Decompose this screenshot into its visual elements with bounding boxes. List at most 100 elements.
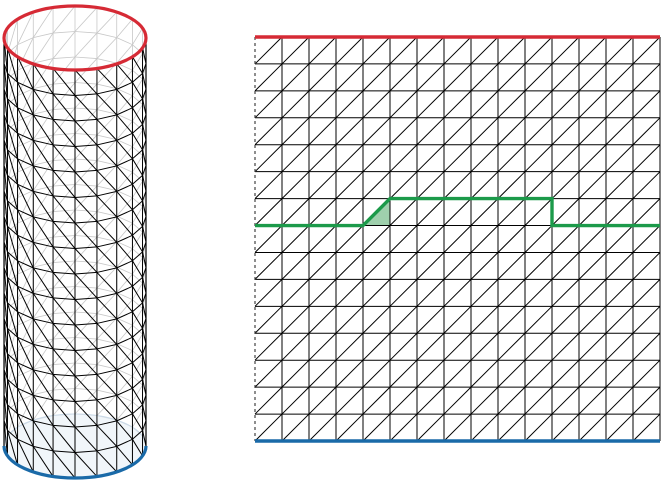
cylinder-hidden-edge (74, 133, 97, 136)
flat-diagonal (524, 279, 553, 307)
flat-diagonal (443, 225, 472, 253)
flat-diagonal (335, 359, 364, 388)
cylinder-edge (96, 343, 117, 350)
flat-diagonal (335, 198, 364, 226)
cylinder-hidden-edge (116, 164, 133, 173)
flat-diagonal (443, 386, 472, 415)
flat-diagonal (389, 332, 418, 361)
cylinder-edge (53, 424, 76, 428)
cylinder-edge (33, 190, 54, 197)
flat-diagonal (281, 305, 310, 334)
flat-diagonal (443, 117, 472, 146)
flat-diagonal (605, 413, 634, 442)
flat-diagonal (497, 332, 526, 361)
flat-diagonal (605, 198, 634, 226)
cylinder-edge (132, 98, 143, 109)
flat-diagonal (578, 198, 607, 226)
flat-diagonal (605, 171, 634, 199)
cylinder-edge (74, 348, 97, 351)
cylinder-edge (32, 318, 54, 350)
cylinder-edge (17, 387, 34, 396)
cylinder-edge (116, 165, 133, 185)
cylinder-edge (17, 107, 34, 116)
cylinder-edge (53, 169, 76, 173)
cylinder-hidden-edge (116, 248, 133, 268)
cylinder-edge (7, 328, 18, 338)
cylinder-hidden-edge (132, 197, 143, 207)
cylinder-hidden-edge (132, 333, 143, 351)
cylinder-edge (132, 158, 143, 176)
flat-diagonal (254, 225, 283, 253)
cylinder-hidden-edge (17, 215, 34, 249)
flat-diagonal (443, 90, 472, 119)
cylinder-edge (52, 195, 76, 224)
cylinder-edge (32, 89, 54, 120)
cylinder-hidden-edge (132, 308, 143, 326)
cylinder-edge (52, 246, 76, 275)
cylinder-edge (52, 93, 76, 122)
cylinder-hidden-edge (116, 394, 133, 403)
cylinder-hidden-edge (116, 120, 133, 140)
cylinder-edge (74, 399, 97, 402)
flat-diagonal (362, 225, 391, 253)
cylinder-edge (7, 98, 18, 109)
flat-diagonal (524, 144, 553, 173)
flat-diagonal (632, 413, 661, 442)
flat-diagonal (389, 63, 418, 92)
cylinder-edge (53, 195, 76, 198)
cylinder-edge (33, 114, 54, 120)
cylinder-hidden-edge (116, 266, 133, 275)
cylinder-edge (17, 413, 34, 422)
flat-diagonal (443, 144, 472, 173)
cylinder-hidden-edge (74, 262, 98, 287)
flat-diagonal (470, 413, 499, 442)
cylinder-hidden-edge (17, 190, 34, 224)
cylinder-hidden-edge (33, 313, 54, 319)
cylinder-hidden-edge (53, 158, 76, 161)
flat-diagonal (416, 413, 445, 442)
cylinder-hidden-edge (74, 31, 97, 34)
flat-diagonal (605, 279, 634, 307)
flat-diagonal (551, 144, 580, 173)
cylinder-hidden-edge (17, 241, 34, 250)
cylinder-hidden-edge (116, 222, 133, 242)
cylinder-hidden-edge (74, 338, 98, 364)
flat-diagonal (308, 413, 337, 442)
cylinder-hidden-edge (74, 364, 98, 389)
cylinder-hidden-edge (96, 394, 118, 416)
cylinder-edge (132, 260, 143, 278)
cylinder-hidden-edge (17, 266, 34, 300)
cylinder-hidden-edge (116, 241, 133, 250)
cylinder-hidden-edge (132, 299, 143, 309)
cylinder-hidden-edge (132, 171, 143, 182)
flat-diagonal (605, 90, 634, 119)
cylinder-edge (6, 430, 19, 465)
cylinder-hidden-edge (17, 190, 34, 199)
cylinder-hidden-edge (52, 133, 76, 161)
cylinder-edge (17, 311, 34, 345)
cylinder-edge (132, 124, 143, 134)
cylinder-hidden-edge (132, 324, 143, 335)
cylinder-edge (33, 445, 54, 452)
cylinder-hidden-edge (52, 184, 76, 212)
cylinder-edge (17, 184, 34, 218)
flat-diagonal (362, 117, 391, 146)
flat-diagonal (497, 90, 526, 119)
cylinder-edge (74, 248, 98, 273)
flat-diagonal (362, 305, 391, 334)
cylinder-edge (116, 81, 133, 90)
cylinder-edge (74, 118, 97, 122)
flat-diagonal (254, 305, 283, 334)
cylinder-hidden-edge (17, 88, 34, 97)
cylinder-hidden-edge (132, 273, 143, 284)
flat-diagonal (308, 117, 337, 146)
cylinder-edge (96, 139, 117, 146)
flat-diagonal (308, 279, 337, 307)
cylinder-hidden-edge (33, 236, 54, 242)
cylinder-edge (52, 450, 76, 479)
cylinder-edge (33, 369, 54, 375)
cylinder-edge (96, 292, 117, 299)
cylinder-edge (74, 324, 98, 350)
flat-diagonal (632, 63, 661, 92)
cylinder-top-boundary (2, 4, 148, 72)
